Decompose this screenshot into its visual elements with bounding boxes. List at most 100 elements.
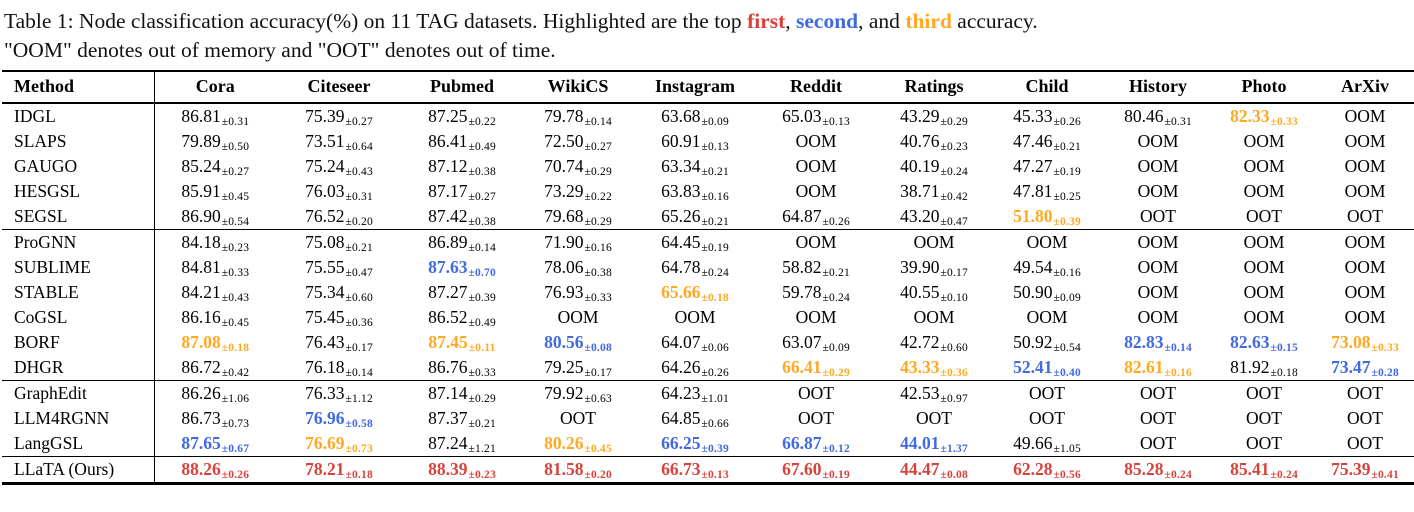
accuracy-cell: OOM	[1137, 307, 1179, 328]
table-row: BORF 87.08±0.18 76.43±0.17 87.45±0.11 80.56±…	[2, 330, 1414, 356]
accuracy-cell: OOM	[913, 307, 955, 328]
accuracy-cell: 88.26±0.26	[181, 458, 250, 481]
method-name: CoGSL	[2, 305, 155, 331]
accuracy-cell: OOM	[1243, 156, 1285, 177]
column-header-citeseer: Citeseer	[307, 76, 371, 97]
accuracy-cell: OOT	[1140, 433, 1176, 454]
accuracy-cell: OOM	[1344, 181, 1386, 202]
accuracy-cell: 64.87±0.26	[782, 205, 850, 228]
accuracy-cell: OOM	[795, 181, 837, 202]
accuracy-cell: 75.08±0.21	[305, 231, 373, 254]
method-name: ProGNN	[2, 229, 155, 256]
column-header-arxiv: ArXiv	[1341, 76, 1389, 97]
method-name: LangGSL	[2, 431, 155, 457]
column-header-cora: Cora	[195, 76, 235, 97]
column-header-wikics: WikiCS	[547, 76, 609, 97]
accuracy-cell: 85.91±0.45	[181, 180, 250, 203]
accuracy-cell: 87.27±0.39	[428, 281, 496, 304]
accuracy-cell: 40.76±0.23	[900, 130, 968, 153]
accuracy-cell: 79.25±0.17	[544, 356, 612, 379]
accuracy-cell: 75.39±0.27	[305, 105, 373, 128]
accuracy-cell: OOM	[674, 307, 716, 328]
accuracy-cell: 79.92±0.63	[544, 382, 612, 405]
accuracy-cell: OOM	[1344, 307, 1386, 328]
accuracy-cell: 87.12±0.38	[428, 155, 496, 178]
accuracy-cell: OOT	[798, 383, 834, 404]
accuracy-cell: 76.96±0.58	[305, 407, 373, 430]
accuracy-cell: 47.46±0.21	[1013, 130, 1081, 153]
accuracy-cell: 75.34±0.60	[305, 281, 373, 304]
accuracy-cell: OOM	[1137, 181, 1179, 202]
accuracy-cell: 81.92±0.18	[1230, 356, 1298, 379]
accuracy-cell: 47.27±0.19	[1013, 155, 1081, 178]
accuracy-cell: 81.58±0.20	[544, 458, 612, 481]
table-row: GAUGO 85.24±0.27 75.24±0.43 87.12±0.38 70.74…	[2, 154, 1414, 180]
method-group-1: IDGL 86.81±0.31 75.39±0.27 87.25±0.22 79.78±…	[2, 103, 1414, 230]
accuracy-cell: 86.81±0.31	[181, 105, 250, 128]
method-name: GAUGO	[2, 154, 155, 180]
caption-text: ,	[785, 9, 797, 33]
accuracy-cell: 82.63±0.15	[1230, 331, 1298, 354]
caption-text: , and	[858, 9, 906, 33]
accuracy-cell: OOM	[1137, 232, 1179, 253]
accuracy-cell: OOM	[1243, 232, 1285, 253]
accuracy-cell: OOM	[1344, 156, 1386, 177]
accuracy-cell: 85.28±0.24	[1124, 458, 1192, 481]
accuracy-cell: 45.33±0.26	[1013, 105, 1081, 128]
method-name: BORF	[2, 330, 155, 356]
accuracy-cell: OOT	[1140, 206, 1176, 227]
column-header-history: History	[1129, 76, 1187, 97]
accuracy-cell: 84.18±0.23	[181, 231, 250, 254]
accuracy-cell: 79.89±0.50	[181, 130, 250, 153]
accuracy-cell: 78.06±0.38	[544, 256, 612, 279]
accuracy-cell: 39.90±0.17	[900, 256, 968, 279]
accuracy-cell: 87.17±0.27	[428, 180, 496, 203]
accuracy-cell: 76.52±0.20	[305, 205, 373, 228]
accuracy-cell: OOM	[1344, 131, 1386, 152]
method-name: IDGL	[2, 103, 155, 130]
caption-text: Table 1: Node classification accuracy(%)…	[4, 9, 748, 33]
accuracy-cell: 80.46±0.31	[1124, 105, 1192, 128]
caption-highlight-second: second	[796, 9, 859, 33]
method-name: GraphEdit	[2, 380, 155, 407]
accuracy-cell: 87.63±0.70	[428, 256, 496, 279]
accuracy-cell: 86.41±0.49	[428, 130, 496, 153]
method-name: LLaTA (Ours)	[2, 456, 155, 484]
method-name: HESGSL	[2, 179, 155, 205]
accuracy-cell: OOM	[1137, 131, 1179, 152]
column-header-reddit: Reddit	[789, 76, 842, 97]
method-name: SLAPS	[2, 129, 155, 155]
table-row: CoGSL 86.16±0.45 75.45±0.36 86.52±0.49 OOM OO…	[2, 305, 1414, 331]
table-row: LangGSL 87.65±0.67 76.69±0.73 87.24±1.21 80.…	[2, 431, 1414, 457]
accuracy-cell: OOM	[795, 131, 837, 152]
accuracy-cell: 73.29±0.22	[544, 180, 612, 203]
accuracy-cell: 86.73±0.73	[181, 407, 250, 430]
accuracy-cell: 79.68±0.29	[544, 205, 612, 228]
accuracy-cell: 76.69±0.73	[305, 432, 373, 455]
method-name: DHGR	[2, 355, 155, 381]
accuracy-cell: 84.21±0.43	[181, 281, 250, 304]
accuracy-cell: OOT	[1140, 383, 1176, 404]
accuracy-cell: 87.42±0.38	[428, 205, 496, 228]
accuracy-cell: OOM	[913, 232, 955, 253]
accuracy-cell: 87.25±0.22	[428, 105, 496, 128]
accuracy-cell: 79.78±0.14	[544, 105, 612, 128]
accuracy-cell: OOM	[1344, 106, 1386, 127]
column-header-photo: Photo	[1241, 76, 1287, 97]
column-header-method: Method	[2, 71, 155, 104]
accuracy-cell: 82.83±0.14	[1124, 331, 1192, 354]
accuracy-cell: 80.56±0.08	[544, 331, 612, 354]
column-header-ratings: Ratings	[904, 76, 964, 97]
accuracy-cell: 44.47±0.08	[900, 458, 968, 481]
accuracy-cell: 51.80±0.39	[1013, 205, 1081, 228]
table-row: SEGSL 86.90±0.54 76.52±0.20 87.42±0.38 79.68…	[2, 204, 1414, 230]
accuracy-cell: OOM	[1026, 232, 1068, 253]
accuracy-cell: 49.66±1.05	[1013, 432, 1081, 455]
accuracy-cell: 70.74±0.29	[544, 155, 612, 178]
accuracy-cell: OOM	[1026, 307, 1068, 328]
accuracy-cell: 85.41±0.24	[1230, 458, 1298, 481]
accuracy-cell: 87.45±0.11	[428, 331, 496, 354]
accuracy-cell: 38.71±0.42	[900, 180, 968, 203]
accuracy-cell: 43.33±0.36	[900, 356, 968, 379]
